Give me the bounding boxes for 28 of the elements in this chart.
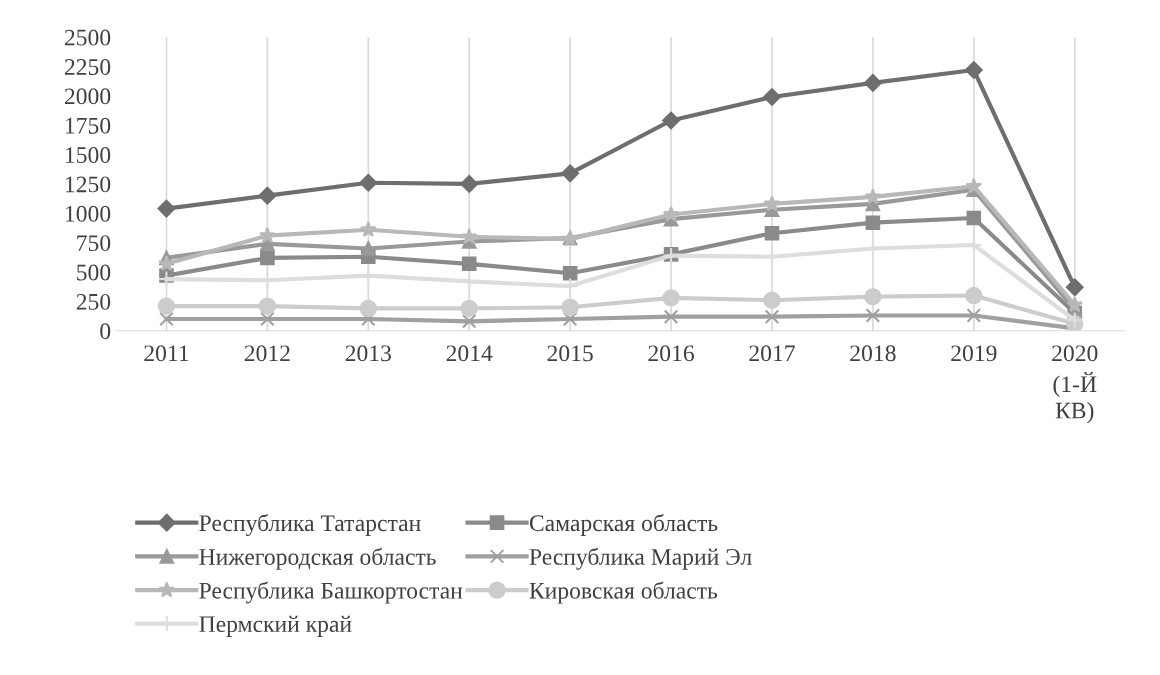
legend-label: Республика Марий Эл [529,547,752,570]
y-tick-label: 750 [77,235,111,252]
legend-label: Нижегородская область [199,547,436,570]
x-tick-label: 2019 [951,345,997,362]
x-tick-label: 2012 [244,345,290,362]
legend-label: Кировская область [529,581,718,604]
y-tick-label: 2250 [64,58,111,75]
legend-label: Самарская область [529,514,718,536]
legend-label: Пермский край [199,615,352,637]
y-tick-label: 0 [100,323,111,340]
y-tick-label: 1750 [65,117,111,134]
y-tick-label: 250 [76,293,111,310]
y-tick-label: 1500 [65,147,111,163]
x-tick-label: 2020 (1-Й КВ) [1052,345,1098,424]
y-tick-label: 2000 [64,88,111,105]
x-tick-label: 2013 [345,345,391,362]
legend-label: Республика Татарстан [199,514,421,536]
y-tick-label: 1250 [65,176,111,193]
y-tick-label: 1000 [65,205,111,222]
y-tick-label: 2500 [64,29,111,46]
x-tick-label: 2011 [144,345,189,362]
x-tick-label: 2017 [749,345,795,362]
x-tick-label: 2014 [446,345,493,362]
legend-label: Республика Башкортостан [199,581,463,604]
y-tick-label: 500 [77,264,111,281]
x-tick-label: 2018 [850,345,896,362]
x-tick-label: 2016 [648,345,694,362]
x-tick-label: 2015 [547,345,593,362]
